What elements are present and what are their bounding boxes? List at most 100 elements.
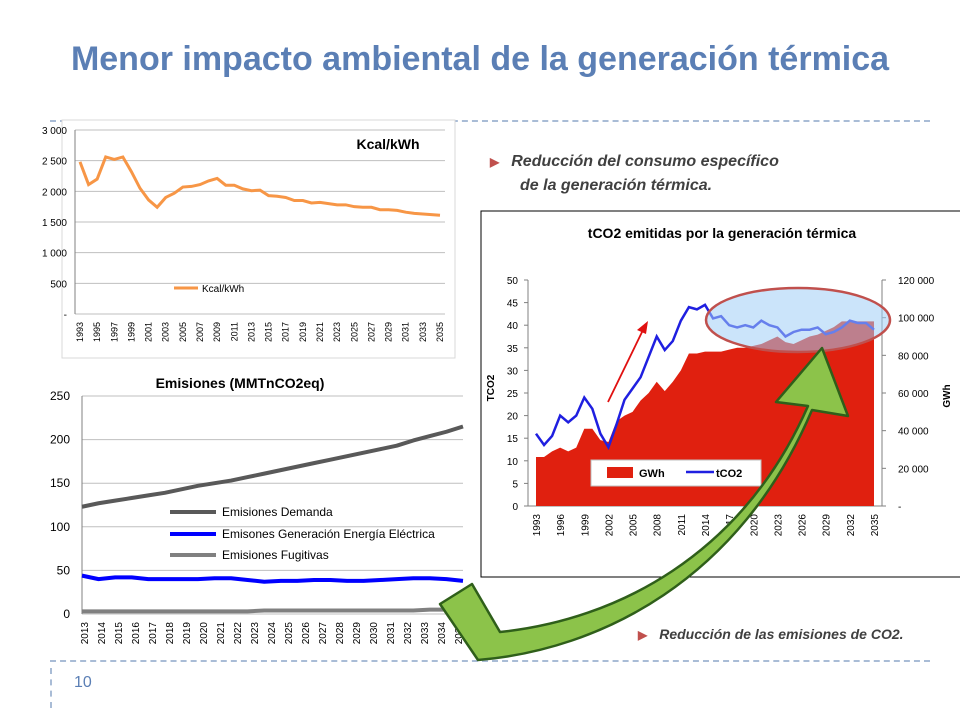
page-number: 10 bbox=[74, 674, 92, 691]
tco2-x-tick-label: 2008 bbox=[653, 514, 664, 537]
kcal-x-tick-label: 1999 bbox=[126, 322, 136, 342]
tco2-left-tick-label: 30 bbox=[507, 366, 519, 377]
kcal-y-tick-label: 1 000 bbox=[42, 249, 67, 260]
emissions-x-tick-label: 2028 bbox=[335, 622, 346, 645]
tco2-highlight-ellipse bbox=[704, 286, 892, 354]
emissions-series-line-2 bbox=[82, 607, 463, 614]
emissions-x-tick-label: 2013 bbox=[80, 622, 91, 645]
emissions-y-tick-label: 50 bbox=[57, 563, 71, 577]
kcal-legend-label: Kcal/kWh bbox=[202, 284, 244, 295]
kcal-x-tick-label: 1997 bbox=[109, 322, 119, 342]
kcal-chart-frame bbox=[61, 119, 456, 359]
kcal-x-tick-label: 2031 bbox=[401, 322, 411, 342]
bullet-line-1: Reducción del consumo específico bbox=[511, 153, 779, 170]
kcal-x-tick-label: 1995 bbox=[92, 322, 102, 342]
tco2-x-tick-label: 2035 bbox=[870, 514, 881, 537]
emissions-x-tick-label: 2031 bbox=[386, 622, 397, 645]
green-arrow-shape bbox=[438, 346, 850, 662]
slide-title: Menor impacto ambiental de la generación… bbox=[70, 40, 890, 78]
kcal-x-tick-label: 2015 bbox=[264, 322, 274, 342]
kcal-x-tick-label: 2013 bbox=[246, 322, 256, 342]
emissions-x-tick-label: 2034 bbox=[437, 622, 448, 645]
kcal-x-tick-label: 2025 bbox=[349, 322, 359, 342]
kcal-x-tick-label: 2035 bbox=[435, 322, 445, 342]
emissions-x-tick-label: 2030 bbox=[369, 622, 380, 645]
emissions-x-tick-label: 2033 bbox=[420, 622, 431, 645]
emissions-x-tick-label: 2024 bbox=[267, 622, 278, 645]
kcal-y-tick-label: 500 bbox=[50, 279, 67, 290]
kcal-x-tick-label: 2023 bbox=[332, 322, 342, 342]
tco2-legend-swatch-gwh bbox=[607, 467, 633, 478]
kcal-x-tick-label: 2033 bbox=[418, 322, 428, 342]
kcal-y-tick-label: 2 500 bbox=[42, 157, 67, 168]
emissions-x-tick-label: 2020 bbox=[199, 622, 210, 645]
bullet-text: Reducción de las emisiones de CO2. bbox=[659, 626, 904, 642]
emissions-x-tick-label: 2026 bbox=[301, 622, 312, 645]
kcal-chart: - 500 1 000 1 500 2 000 2 500 3 000 1993 1995 199… bbox=[42, 119, 456, 359]
tco2-right-tick-label: - bbox=[898, 502, 901, 513]
tco2-left-tick-label: 35 bbox=[507, 344, 519, 355]
emissions-x-tick-label: 2015 bbox=[114, 622, 125, 645]
tco2-x-tick-label: 2023 bbox=[773, 514, 784, 537]
kcal-y-tick-label: 1 500 bbox=[42, 218, 67, 229]
tco2-right-tick-label: 20 000 bbox=[898, 464, 929, 475]
emissions-x-tick-label: 2017 bbox=[148, 622, 159, 645]
kcal-x-tick-label: 2027 bbox=[366, 322, 376, 342]
tco2-left-axis-label: TCO2 bbox=[486, 374, 497, 401]
tco2-left-tick-label: 25 bbox=[507, 389, 519, 400]
emissions-y-tick-label: 150 bbox=[50, 476, 70, 490]
kcal-y-tick-label: 2 000 bbox=[42, 187, 67, 198]
tco2-right-tick-label: 100 000 bbox=[898, 314, 935, 325]
emissions-legend-label: Emisiones Fugitivas bbox=[222, 548, 329, 562]
tco2-x-tick-label: 2032 bbox=[846, 514, 857, 537]
kcal-x-tick-label: 2019 bbox=[298, 322, 308, 342]
tco2-left-tick-label: 15 bbox=[507, 434, 519, 445]
tco2-right-tick-label: 120 000 bbox=[898, 276, 935, 287]
tco2-x-tick-label: 2014 bbox=[701, 514, 712, 537]
kcal-x-tick-label: 2001 bbox=[144, 322, 154, 342]
tco2-right-axis-label: GWh bbox=[942, 384, 953, 407]
emissions-legend-label: Emisiones Demanda bbox=[222, 505, 333, 519]
tco2-x-tick-label: 2026 bbox=[798, 514, 809, 537]
tco2-left-tick-label: 5 bbox=[512, 479, 518, 490]
tco2-x-tick-label: 2029 bbox=[822, 514, 833, 537]
tco2-x-tick-label: 1993 bbox=[532, 514, 543, 537]
tco2-growth-arrowhead bbox=[637, 321, 648, 334]
kcal-chart-title: Kcal/kWh bbox=[356, 136, 419, 152]
kcal-x-tick-label: 2017 bbox=[281, 322, 291, 342]
emissions-y-tick-label: 100 bbox=[50, 520, 70, 534]
tco2-growth-arrow bbox=[607, 329, 644, 403]
kcal-x-tick-label: 2009 bbox=[212, 322, 222, 342]
kcal-y-tick-label: 3 000 bbox=[42, 126, 67, 137]
top-divider bbox=[50, 120, 930, 122]
tco2-right-tick-label: 80 000 bbox=[898, 351, 929, 362]
tco2-x-tick-label: 1999 bbox=[580, 514, 591, 537]
kcal-x-tick-label: 2005 bbox=[178, 322, 188, 342]
tco2-right-tick-label: 40 000 bbox=[898, 427, 929, 438]
kcal-y-tick-label: - bbox=[64, 310, 67, 321]
tco2-left-tick-label: 50 bbox=[507, 276, 519, 287]
emissions-x-tick-label: 2032 bbox=[403, 622, 414, 645]
emissions-y-tick-label: 0 bbox=[63, 607, 70, 621]
tco2-chart: tCO2 emitidas por la generación térmica 0… bbox=[480, 210, 960, 578]
bullet-arrow-icon: ▶ bbox=[490, 155, 500, 169]
kcal-x-tick-label: 2007 bbox=[195, 322, 205, 342]
kcal-x-tick-label: 2021 bbox=[315, 322, 325, 342]
kcal-x-tick-label: 2011 bbox=[229, 322, 239, 341]
bullet-arrow-icon: ▶ bbox=[638, 628, 648, 642]
tco2-legend-label-tco2: tCO2 bbox=[716, 468, 742, 480]
emissions-x-tick-label: 2018 bbox=[165, 622, 176, 645]
green-arrow bbox=[438, 346, 850, 662]
tco2-x-tick-label: 2002 bbox=[604, 514, 615, 537]
bottom-divider bbox=[50, 660, 930, 662]
emissions-x-tick-label: 2027 bbox=[318, 622, 329, 645]
tco2-x-tick-label: 2020 bbox=[749, 514, 760, 537]
emissions-series-line-1 bbox=[81, 573, 464, 584]
bullet-co2-emissions: ▶ Reducción de las emisiones de CO2. bbox=[638, 622, 904, 647]
bullet-specific-consumption: ▶ Reducción del consumo específico de la … bbox=[490, 150, 779, 198]
emissions-y-tick-label: 200 bbox=[50, 433, 70, 447]
emissions-x-tick-label: 2025 bbox=[284, 622, 295, 645]
tco2-x-tick-label: 2011 bbox=[677, 514, 688, 536]
emissions-x-tick-label: 2029 bbox=[352, 622, 363, 645]
